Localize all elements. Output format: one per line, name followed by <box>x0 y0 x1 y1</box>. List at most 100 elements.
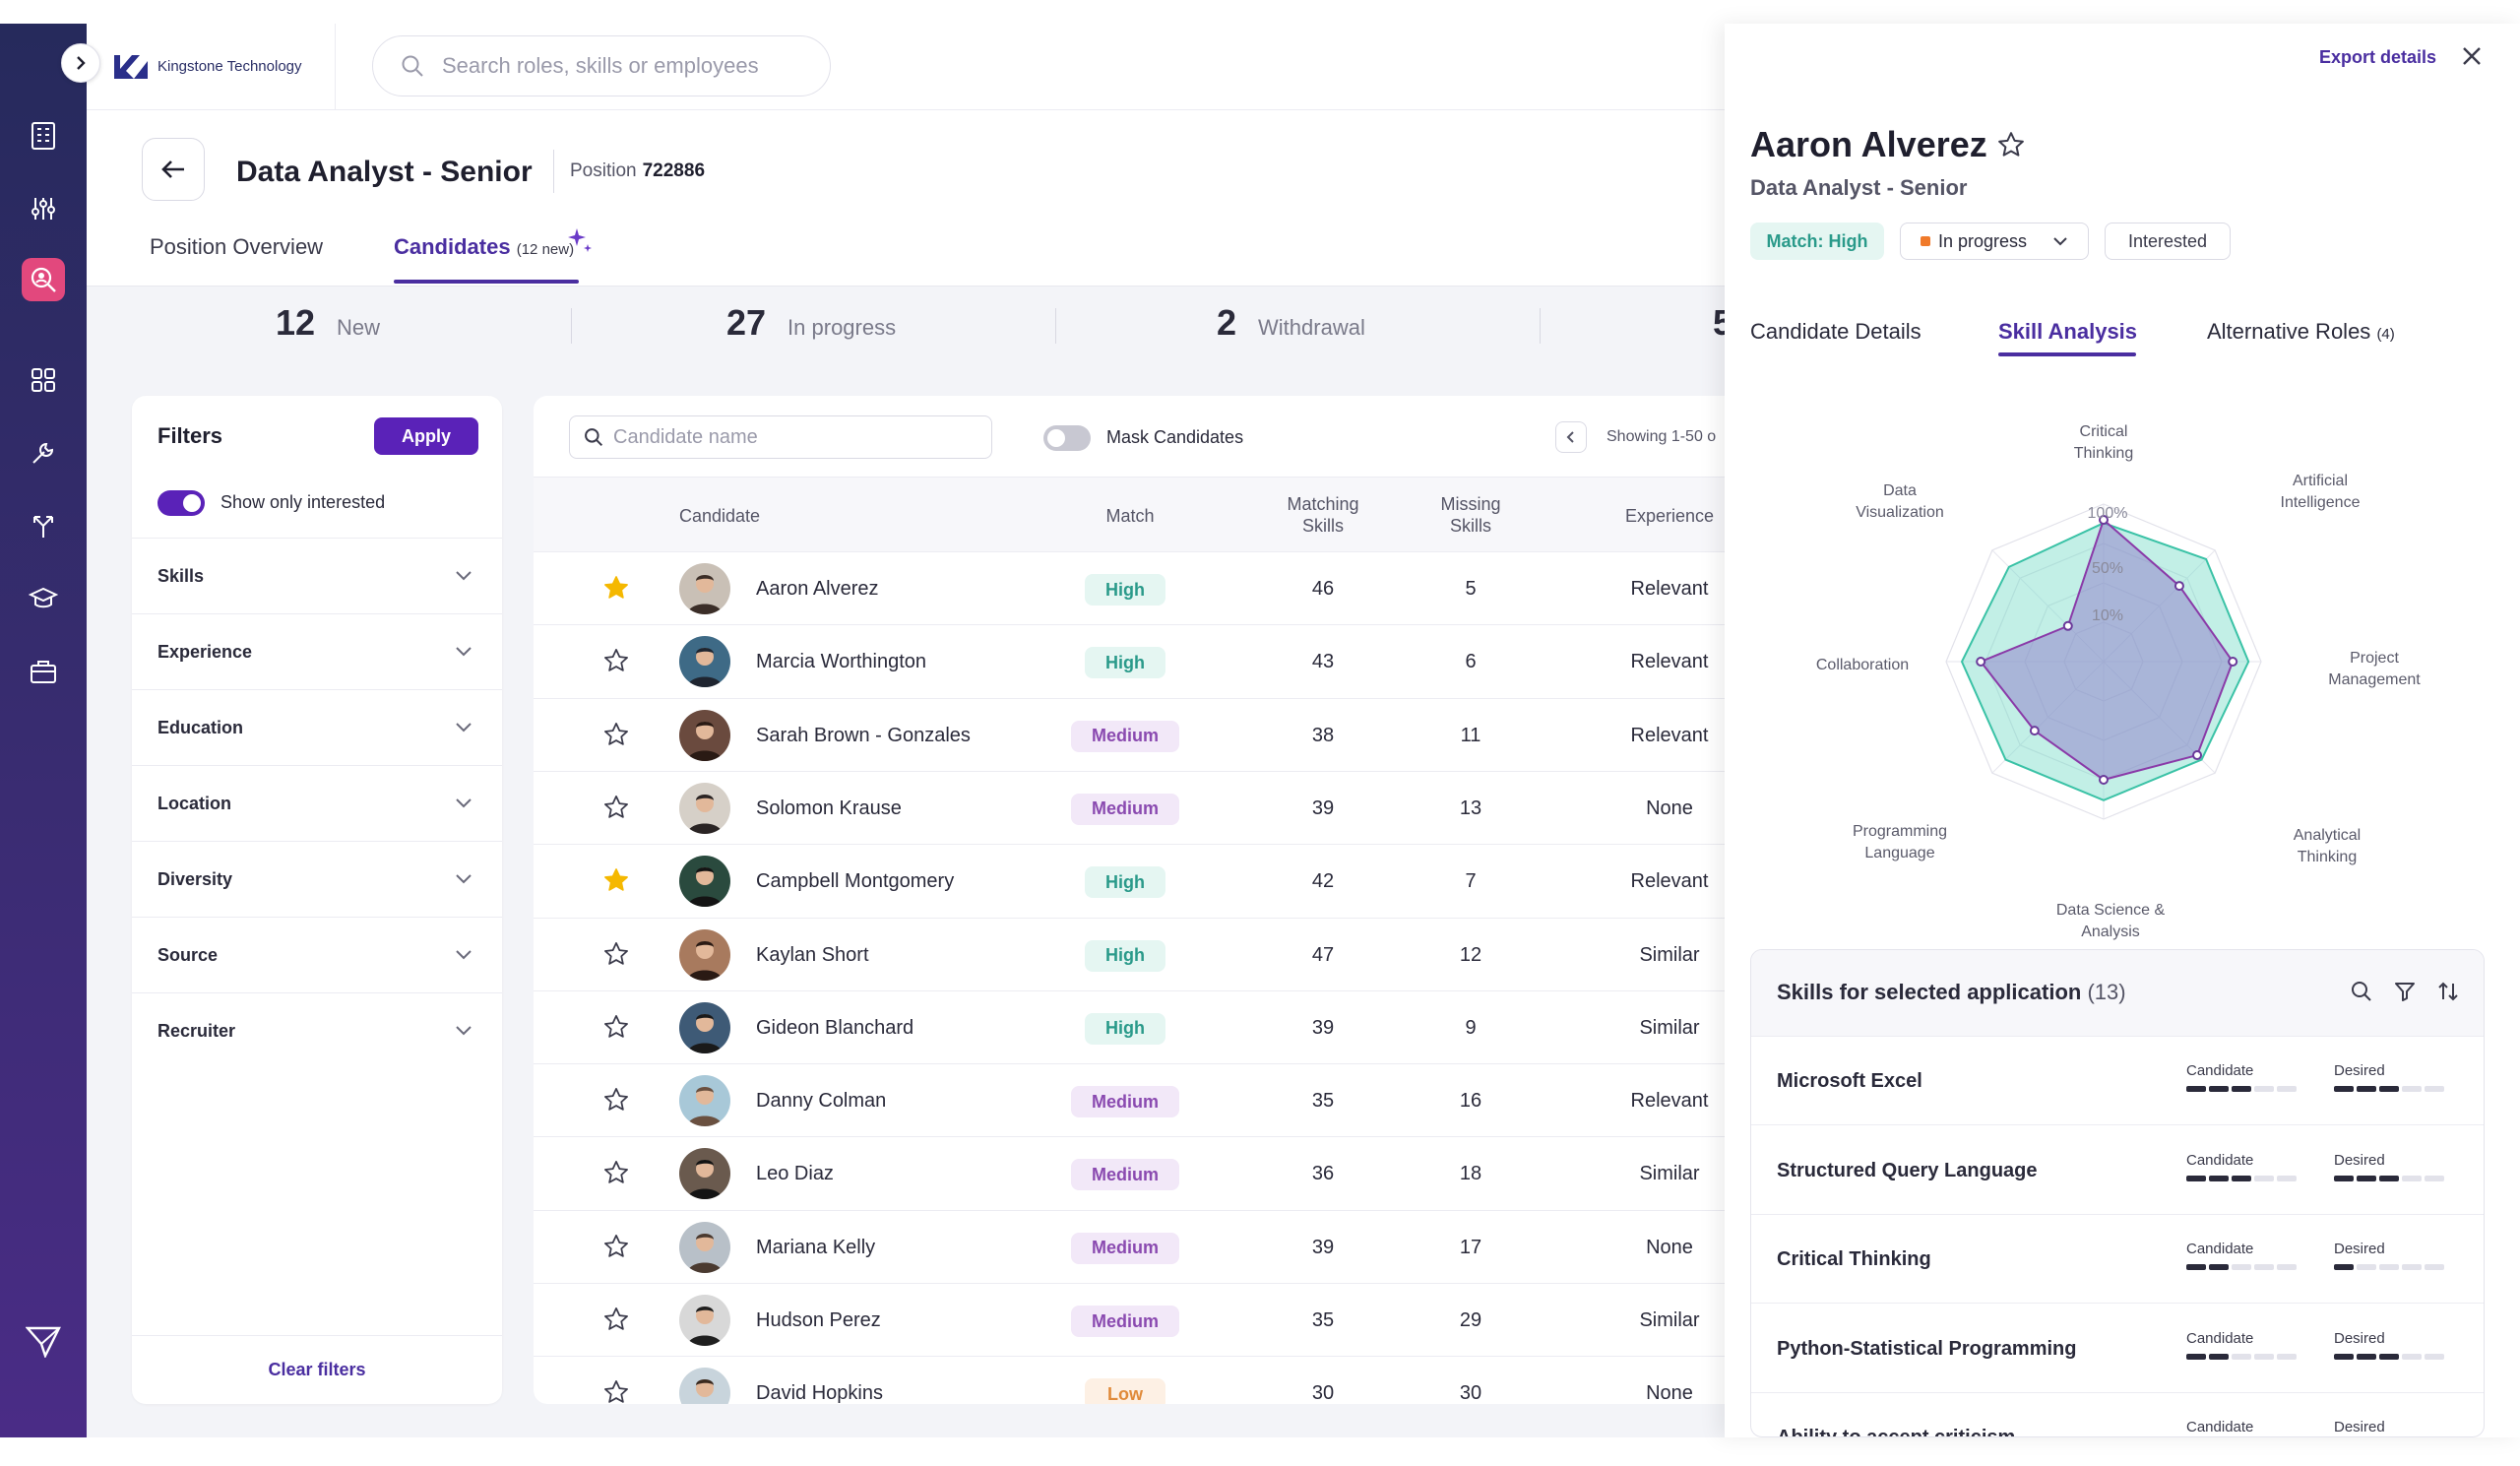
candidate-skill-point[interactable] <box>1976 657 1986 667</box>
search-icon[interactable] <box>2350 980 2373 1003</box>
briefcase-icon[interactable] <box>22 650 65 693</box>
show-interested-toggle[interactable] <box>158 490 205 516</box>
tab-skill-analysis[interactable]: Skill Analysis <box>1998 319 2137 345</box>
level-segment <box>2402 1086 2422 1092</box>
level-segment <box>2425 1264 2444 1270</box>
column-header-missing-skills[interactable]: Missing Skills <box>1440 494 1501 536</box>
candidate-name[interactable]: Campbell Montgomery <box>756 870 955 893</box>
grid-icon[interactable] <box>22 358 65 402</box>
star-outline-icon[interactable] <box>602 794 630 826</box>
candidate-skill-point[interactable] <box>2062 620 2073 631</box>
star-filled-icon[interactable] <box>602 866 630 899</box>
mask-candidates-toggle[interactable] <box>1043 425 1091 451</box>
table-row[interactable]: Hudson Perez Medium 35 29 Similar <box>534 1283 1732 1356</box>
candidate-skill-point[interactable] <box>2099 775 2109 785</box>
table-row[interactable]: Aaron Alverez High 46 5 Relevant <box>534 551 1732 624</box>
wrench-icon[interactable] <box>22 431 65 475</box>
candidate-skill-point[interactable] <box>2192 750 2203 761</box>
candidate-name[interactable]: Sarah Brown - Gonzales <box>756 724 971 746</box>
table-row[interactable]: David Hopkins Low 30 30 None <box>534 1356 1732 1404</box>
candidate-name[interactable]: Solomon Krause <box>756 797 902 819</box>
star-outline-icon[interactable] <box>602 1306 630 1338</box>
star-outline-icon[interactable] <box>602 1013 630 1046</box>
sidebar-toggle-button[interactable] <box>61 43 100 83</box>
table-row[interactable]: Gideon Blanchard High 39 9 Similar <box>534 989 1732 1063</box>
split-arrow-icon[interactable] <box>22 504 65 547</box>
avatar <box>679 563 730 614</box>
sliders-icon[interactable] <box>22 187 65 230</box>
global-search-input[interactable]: Search roles, skills or employees <box>372 35 831 96</box>
filter-source[interactable]: Source <box>132 917 502 992</box>
star-outline-icon[interactable] <box>602 940 630 973</box>
skill-row[interactable]: Structured Query Language Candidate Desire… <box>1751 1126 2484 1215</box>
star-outline-icon[interactable] <box>602 1378 630 1404</box>
tab-position-overview[interactable]: Position Overview <box>150 234 323 260</box>
table-row[interactable]: Mariana Kelly Medium 39 17 None <box>534 1209 1732 1283</box>
status-dropdown[interactable]: In progress <box>1900 223 2089 260</box>
star-outline-icon[interactable] <box>602 647 630 679</box>
building-icon[interactable] <box>22 114 65 158</box>
candidate-name[interactable]: Gideon Blanchard <box>756 1016 914 1039</box>
table-row[interactable]: Campbell Montgomery High 42 7 Relevant <box>534 844 1732 917</box>
candidate-search-input[interactable]: Candidate name <box>569 415 992 459</box>
candidate-skill-point[interactable] <box>2029 726 2040 736</box>
skill-row[interactable]: Critical Thinking Candidate Desired <box>1751 1215 2484 1304</box>
tab-alternative-roles[interactable]: Alternative Roles (4) <box>2207 319 2395 345</box>
candidate-name[interactable]: Aaron Alverez <box>756 578 879 600</box>
star-filled-icon[interactable] <box>602 574 630 606</box>
export-details-link[interactable]: Export details <box>2319 47 2437 67</box>
star-outline-icon[interactable] <box>602 1086 630 1118</box>
candidate-name[interactable]: Hudson Perez <box>756 1309 881 1331</box>
star-outline-icon[interactable] <box>602 1233 630 1265</box>
column-header-matching-skills[interactable]: Matching Skills <box>1287 494 1359 536</box>
candidate-name[interactable]: Marcia Worthington <box>756 651 927 673</box>
filter-diversity[interactable]: Diversity <box>132 841 502 917</box>
clear-filters-button[interactable]: Clear filters <box>132 1335 502 1404</box>
candidate-name[interactable]: Mariana Kelly <box>756 1236 876 1258</box>
graduation-cap-icon[interactable] <box>22 577 65 620</box>
paper-plane-icon[interactable] <box>22 1319 65 1363</box>
table-row[interactable]: Solomon Krause Medium 39 13 None <box>534 770 1732 844</box>
filter-skills[interactable]: Skills <box>132 538 502 613</box>
filter-location[interactable]: Location <box>132 765 502 841</box>
filter-icon[interactable] <box>2393 980 2417 1003</box>
filter-recruiter[interactable]: Recruiter <box>132 992 502 1068</box>
candidate-name[interactable]: Leo Diaz <box>756 1163 834 1185</box>
company-logo[interactable]: Kingstone Technology <box>112 51 302 81</box>
interest-chip[interactable]: Interested <box>2105 223 2231 260</box>
skill-row[interactable]: Python-Statistical Programming Candidate D… <box>1751 1305 2484 1393</box>
star-outline-icon[interactable] <box>602 1159 630 1191</box>
stat-withdrawal[interactable]: 2 Withdrawal <box>1217 302 1365 344</box>
column-header-experience[interactable]: Experience <box>1624 506 1715 526</box>
back-button[interactable] <box>142 138 205 201</box>
table-row[interactable]: Sarah Brown - Gonzales Medium 38 11 Relevant <box>534 697 1732 771</box>
stat-new[interactable]: 12 New <box>276 302 380 344</box>
candidate-name[interactable]: Kaylan Short <box>756 943 869 966</box>
tab-candidate-details[interactable]: Candidate Details <box>1750 319 1922 345</box>
filter-education[interactable]: Education <box>132 689 502 765</box>
skill-row[interactable]: Ability to accept criticism Candidate Desi… <box>1751 1393 2484 1436</box>
candidate-skill-point[interactable] <box>2228 657 2238 667</box>
column-header-match[interactable]: Match <box>1105 506 1155 526</box>
skill-radar-chart: 100% 50% 10% Critical Thinking Artificial Inte… <box>1816 423 2421 940</box>
candidate-skill-point[interactable] <box>2174 581 2184 592</box>
tab-candidates[interactable]: Candidates (12 new) <box>394 234 574 260</box>
star-outline-icon[interactable] <box>602 721 630 753</box>
favorite-star-button[interactable] <box>1996 130 2026 164</box>
table-row[interactable]: Leo Diaz Medium 36 18 Similar <box>534 1136 1732 1209</box>
table-row[interactable]: Marcia Worthington High 43 6 Relevant <box>534 624 1732 697</box>
person-search-icon[interactable] <box>22 258 65 301</box>
skill-row[interactable]: Microsoft Excel Candidate Desired <box>1751 1037 2484 1125</box>
table-row[interactable]: Danny Colman Medium 35 16 Relevant <box>534 1063 1732 1136</box>
candidate-name[interactable]: Danny Colman <box>756 1090 887 1113</box>
close-panel-button[interactable] <box>2461 45 2483 72</box>
candidate-name[interactable]: David Hopkins <box>756 1382 883 1404</box>
sort-icon[interactable] <box>2436 980 2460 1003</box>
candidate-skill-point[interactable] <box>2099 515 2109 525</box>
stat-in-progress[interactable]: 27 In progress <box>726 302 896 344</box>
previous-page-button[interactable] <box>1555 421 1587 453</box>
filter-experience[interactable]: Experience <box>132 613 502 689</box>
column-header-candidate[interactable]: Candidate <box>679 506 761 526</box>
table-row[interactable]: Kaylan Short High 47 12 Similar <box>534 917 1732 990</box>
apply-button[interactable]: Apply <box>374 417 478 455</box>
